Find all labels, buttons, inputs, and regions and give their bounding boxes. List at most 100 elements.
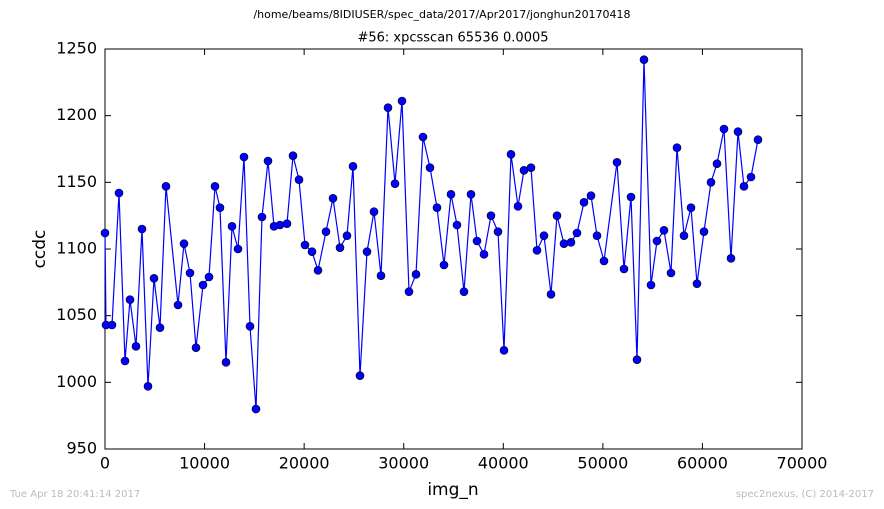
data-point (499, 346, 509, 355)
data-point (125, 295, 135, 304)
chart-title: #56: xpcsscan 65536 0.0005 (357, 31, 548, 46)
data-point (559, 239, 569, 248)
plot-frame (104, 48, 803, 450)
y-tick-label: 1150 (56, 172, 97, 191)
data-point (348, 162, 358, 171)
data-point (532, 246, 542, 255)
data-point (131, 342, 141, 351)
data-point (275, 220, 285, 230)
series-line (104, 59, 759, 410)
data-point (257, 212, 267, 222)
y-tick-label: 1050 (56, 305, 97, 324)
data-point (300, 240, 310, 250)
data-point (383, 103, 393, 112)
x-tick-label: 40000 (478, 454, 529, 473)
data-point (686, 203, 696, 212)
data-point (486, 211, 496, 220)
data-point (746, 172, 756, 182)
data-point (712, 159, 722, 168)
data-point (626, 192, 636, 202)
data-point (288, 151, 298, 160)
data-point (173, 300, 183, 310)
data-point (376, 271, 386, 280)
data-point (114, 188, 124, 198)
data-point (404, 287, 414, 296)
data-point (120, 356, 130, 366)
x-tick-label: 10000 (179, 454, 230, 473)
footer-left: Tue Apr 18 20:41:14 2017 (9, 489, 140, 500)
x-axis-label: img_n (427, 480, 478, 500)
data-point (149, 274, 159, 283)
data-point (198, 280, 208, 290)
data-point (342, 231, 352, 240)
data-point (526, 163, 536, 172)
x-tick-label: 0 (100, 454, 110, 473)
data-point (282, 219, 292, 228)
data-point (335, 243, 345, 252)
data-point (369, 207, 379, 216)
data-point (552, 211, 562, 220)
footer-right: spec2nexus, (C) 2014-2017 (736, 489, 874, 500)
data-point (179, 239, 189, 248)
data-point (659, 226, 669, 235)
data-point (646, 280, 656, 290)
data-point (227, 222, 237, 231)
data-point (706, 178, 716, 187)
data-point (439, 260, 449, 270)
data-point (719, 124, 729, 134)
y-tick-label: 1250 (56, 39, 97, 58)
data-point (539, 231, 549, 240)
data-point (233, 244, 243, 254)
x-tick-label: 20000 (279, 454, 330, 473)
data-point (418, 132, 428, 142)
data-point (599, 256, 609, 266)
data-point (294, 175, 304, 184)
data-point (155, 323, 165, 332)
data-point (479, 250, 489, 259)
data-point (566, 238, 576, 247)
data-point (210, 182, 220, 191)
y-tick-label: 1200 (56, 105, 97, 124)
data-point (446, 190, 456, 199)
data-point (513, 202, 523, 211)
data-point (397, 96, 407, 106)
data-point (699, 227, 709, 236)
x-tick-label: 30000 (378, 454, 429, 473)
data-point (739, 182, 749, 191)
data-point (245, 322, 255, 331)
data-point (493, 227, 503, 236)
data-point (726, 254, 736, 263)
data-point (362, 247, 372, 256)
data-point (592, 231, 602, 240)
data-point (452, 220, 462, 230)
data-point (307, 247, 317, 256)
data-point (672, 143, 682, 152)
suptitle: /home/beams/8IDIUSER/spec_data/2017/Apr2… (253, 8, 630, 21)
data-point (753, 135, 763, 144)
x-tick-label: 60000 (677, 454, 728, 473)
data-point (313, 266, 323, 275)
data-point (143, 382, 153, 391)
data-point (215, 203, 225, 212)
y-tick-label: 1000 (56, 372, 97, 391)
data-point (239, 152, 249, 162)
data-point (107, 320, 117, 330)
data-point (390, 179, 400, 188)
data-point (632, 355, 642, 364)
data-point (692, 279, 702, 288)
data-point (204, 272, 214, 282)
x-tick-label: 50000 (577, 454, 628, 473)
data-point (251, 404, 261, 414)
data-point (586, 191, 596, 200)
data-point (666, 268, 676, 278)
data-point (328, 194, 338, 203)
data-point (572, 228, 582, 238)
y-axis-label: ccdc (30, 230, 50, 269)
y-tick-label: 950 (66, 439, 97, 458)
data-point (263, 156, 273, 166)
data-point (191, 343, 201, 352)
data-point (639, 55, 649, 64)
data-point (652, 236, 662, 246)
data-point (733, 127, 743, 136)
y-tick-label: 1100 (56, 239, 97, 258)
